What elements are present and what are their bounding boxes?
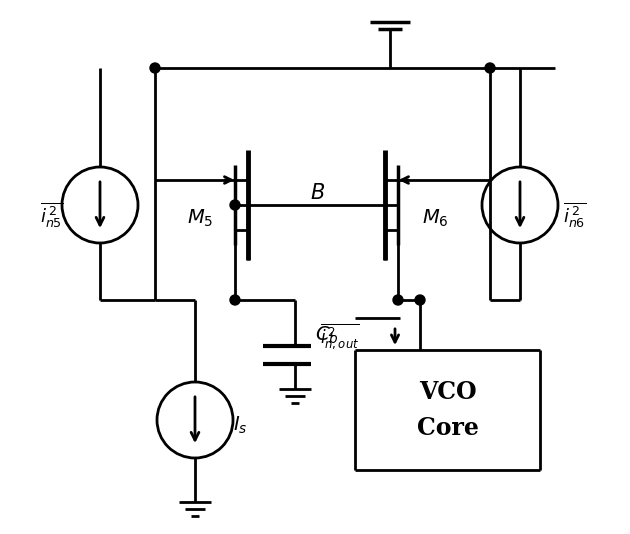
Circle shape [393, 295, 403, 305]
Circle shape [485, 63, 495, 73]
Text: VCO: VCO [419, 380, 476, 404]
Text: $M_5$: $M_5$ [187, 207, 213, 229]
Text: $\overline{i_{n,out}^{\,2}}$: $\overline{i_{n,out}^{\,2}}$ [320, 321, 360, 351]
Text: $\overline{i_{n6}^{\,2}}$: $\overline{i_{n6}^{\,2}}$ [563, 201, 587, 230]
Text: $M_6$: $M_6$ [421, 207, 449, 229]
Text: Core: Core [416, 416, 478, 440]
Text: $C_b$: $C_b$ [315, 324, 338, 345]
Text: $I_s$: $I_s$ [233, 414, 248, 436]
Text: $B$: $B$ [311, 183, 326, 203]
Circle shape [230, 200, 240, 210]
Circle shape [415, 295, 425, 305]
Circle shape [150, 63, 160, 73]
Text: $\overline{i_{n5}^{\,2}}$: $\overline{i_{n5}^{\,2}}$ [40, 201, 64, 230]
Circle shape [230, 295, 240, 305]
